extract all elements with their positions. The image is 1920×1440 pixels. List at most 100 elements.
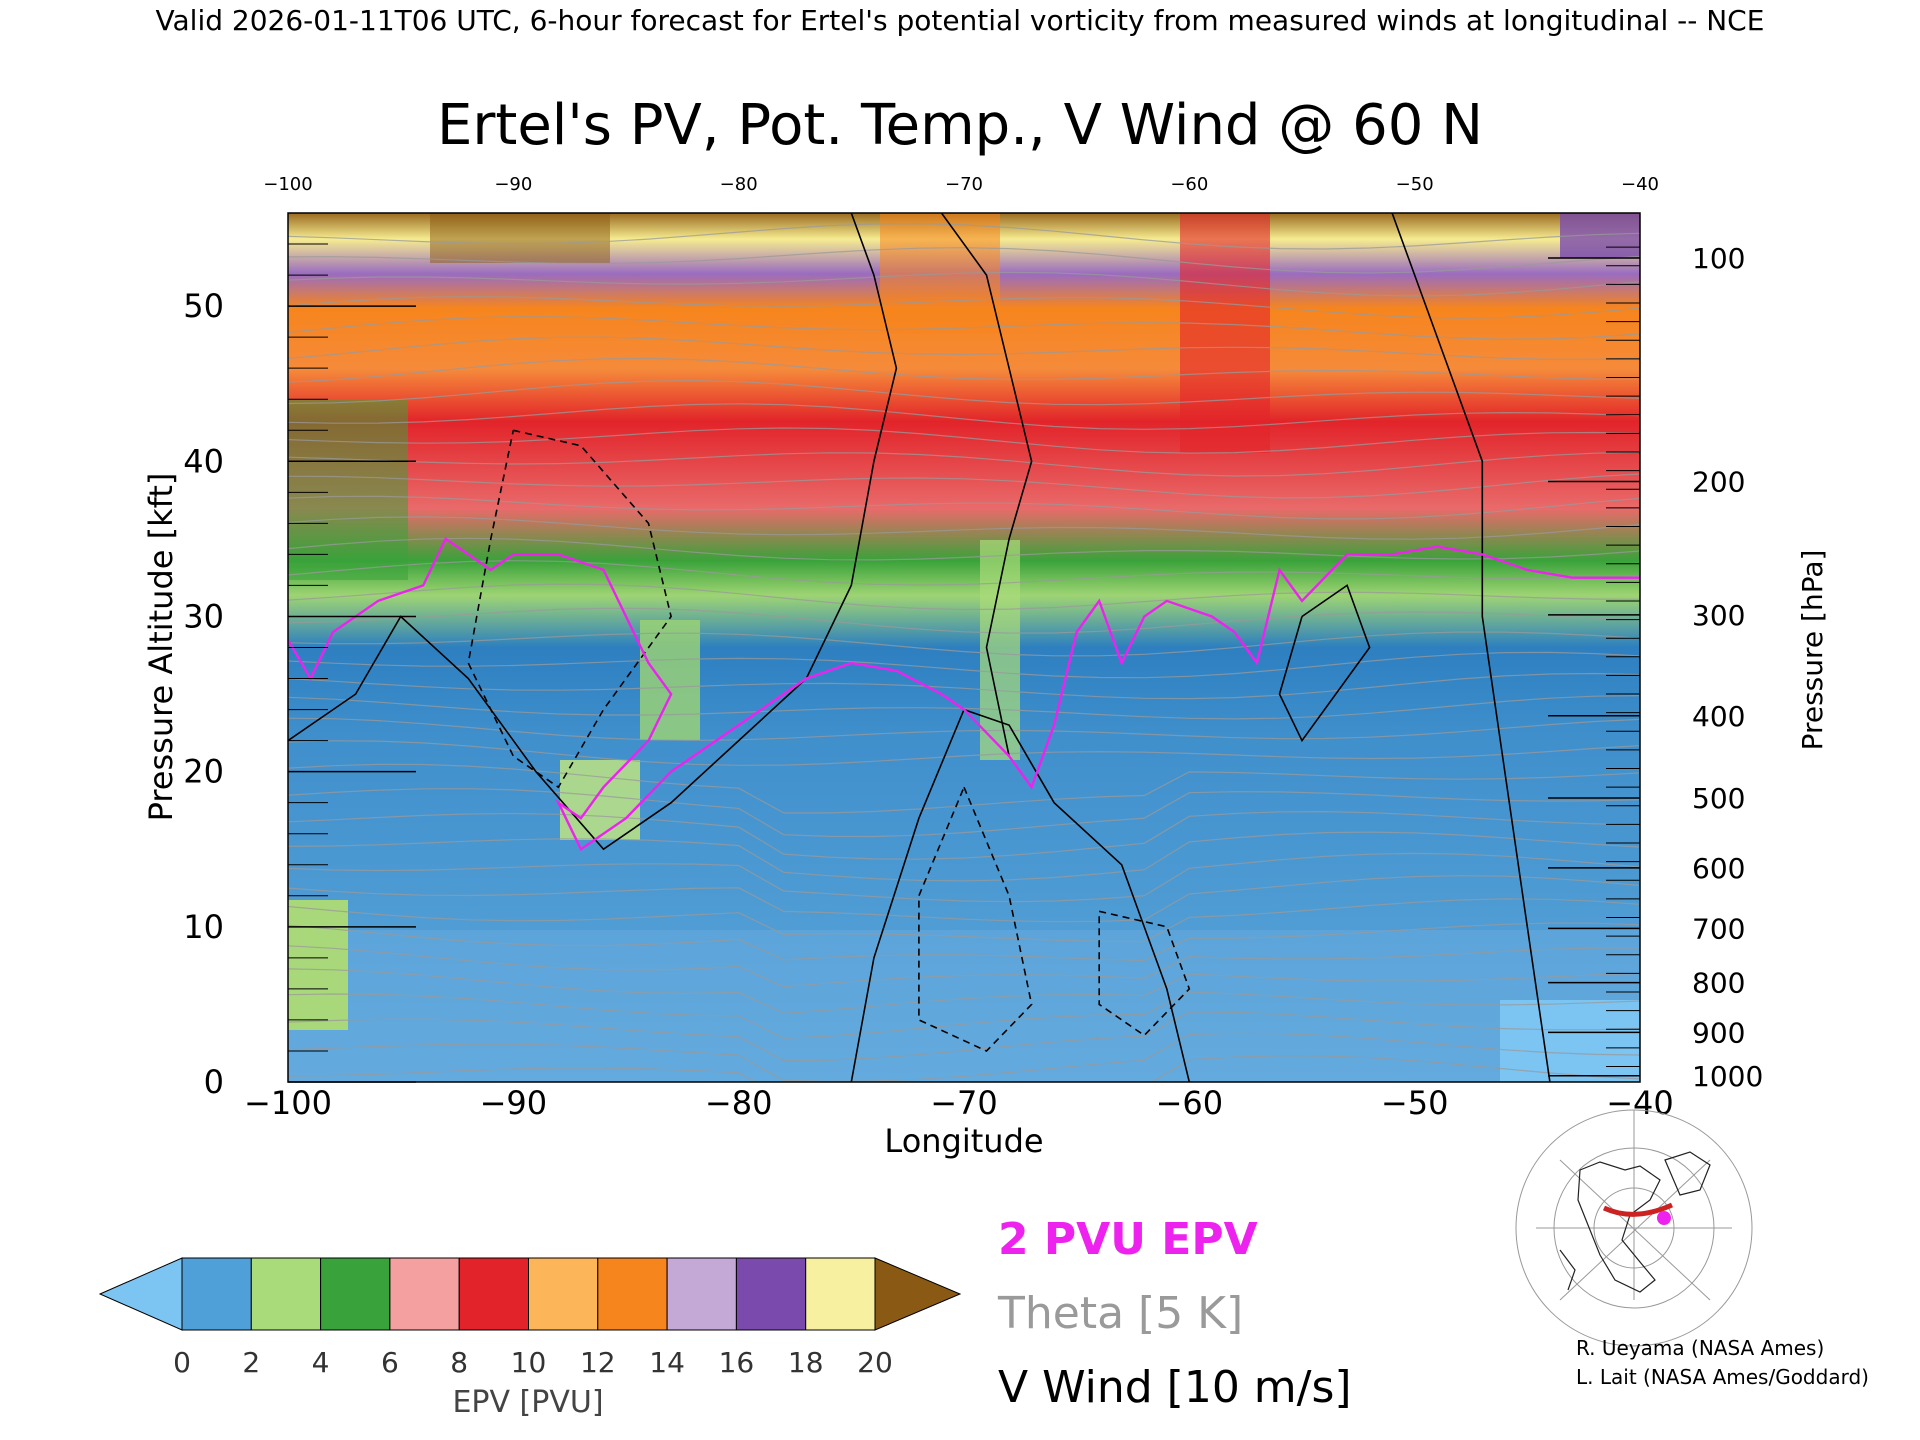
colorbar-tick-label: 20	[857, 1346, 893, 1379]
pressure-tick-label: 200	[1692, 465, 1745, 498]
colorbar-tick-label: 2	[242, 1346, 260, 1379]
colorbar-tick-label: 16	[719, 1346, 755, 1379]
vwind-contour	[1098, 910, 1191, 1037]
y-tick-label: 0	[204, 1063, 224, 1101]
x-tick-label: −40	[1606, 1084, 1674, 1122]
theta-line	[288, 1011, 1640, 1062]
colorbar-band	[735, 1257, 807, 1331]
theta-line	[288, 922, 1640, 962]
theta-line	[288, 1032, 1640, 1082]
x-top-tick-label: −80	[720, 174, 758, 195]
legend-vwind: V Wind [10 m/s]	[998, 1362, 1352, 1413]
theta-line	[288, 271, 1640, 297]
pressure-tick-label: 100	[1692, 242, 1745, 275]
map-inset	[1515, 1109, 1753, 1347]
y-tick-label: 10	[183, 908, 224, 946]
theta-line	[288, 717, 1640, 742]
theta-line	[288, 763, 1640, 814]
theta-line	[288, 788, 1640, 838]
pressure-tick-labels: 100 200 300 400 500 600 700 800 900 1000	[1692, 242, 1763, 1093]
theta-line	[288, 495, 1640, 520]
colorbar-band	[666, 1257, 737, 1331]
colorbar-band	[805, 1257, 876, 1331]
theta-line	[288, 403, 1640, 430]
colorbar-band	[528, 1257, 599, 1331]
theta-line	[288, 560, 1640, 586]
theta-line	[288, 875, 1640, 923]
colorbar-band	[250, 1257, 322, 1331]
theta-line	[288, 831, 1640, 882]
colorbar-label: EPV [PVU]	[452, 1385, 603, 1420]
theta-line	[288, 740, 1640, 766]
y-axis-label: Pressure Altitude [kft]	[142, 473, 180, 822]
pressure-ticks	[1548, 246, 1640, 1077]
pressure-tick-label: 800	[1692, 967, 1745, 1000]
theta-line	[288, 651, 1640, 679]
x-tick-label: −50	[1381, 1084, 1449, 1122]
x-tick-label: −90	[480, 1084, 548, 1122]
x-top-tick-label: −40	[1621, 174, 1659, 195]
x-tick-labels: −100 −90 −80 −70 −60 −50 −40	[244, 1084, 1674, 1122]
y-tick-label: 40	[183, 442, 224, 480]
theta-line	[288, 537, 1640, 561]
pressure-tick-label: 900	[1692, 1016, 1745, 1049]
pv2-line	[288, 537, 1640, 851]
x-tick-label: −60	[1156, 1084, 1224, 1122]
colorbar-tick-label: 0	[173, 1346, 191, 1379]
theta-line	[288, 296, 1640, 319]
theta-line	[288, 991, 1640, 1039]
theta-line	[288, 473, 1640, 499]
y-tick-label: 30	[183, 597, 224, 635]
theta-line	[288, 316, 1640, 340]
pressure-tick-label: 500	[1692, 782, 1745, 815]
theta-line	[288, 516, 1640, 540]
x-top-tick-label: −50	[1396, 174, 1434, 195]
credit-line-1: R. Ueyama (NASA Ames)	[1576, 1336, 1824, 1360]
theta-line	[288, 247, 1640, 274]
colorbar-tick-label: 6	[381, 1346, 399, 1379]
y-tick-labels: 0 10 20 30 40 50	[183, 287, 224, 1101]
x-axis-label: Longitude	[884, 1122, 1043, 1160]
theta-line	[288, 898, 1640, 943]
theta-line	[288, 427, 1640, 454]
theta-line	[288, 357, 1640, 383]
theta-line	[288, 379, 1640, 406]
colorbar-tick-label: 4	[312, 1346, 330, 1379]
theta-line	[288, 945, 1640, 988]
theta-contours	[288, 223, 1640, 1082]
x-top-tick-label: −60	[1170, 174, 1208, 195]
pressure-tick-label: 1000	[1692, 1060, 1763, 1093]
pressure-tick-label: 300	[1692, 599, 1745, 632]
vwind-contour	[467, 429, 672, 789]
colorbar-band	[181, 1257, 252, 1331]
x-tick-label: −100	[244, 1084, 332, 1122]
theta-line	[288, 336, 1640, 360]
theta-line	[288, 852, 1640, 903]
colorbar-band	[389, 1257, 460, 1331]
pressure-tick-label: 600	[1692, 852, 1745, 885]
colorbar-tick-label: 12	[580, 1346, 616, 1379]
theta-line	[288, 631, 1640, 657]
colorbar: 0 2 4 6 8 10 12 14 16 18 20 EPV [PVU]	[98, 1257, 962, 1420]
credit-line-2: L. Lait (NASA Ames/Goddard)	[1576, 1365, 1869, 1389]
x-tick-label: −70	[930, 1084, 998, 1122]
colorbar-over-arrow	[874, 1257, 962, 1331]
theta-line	[288, 810, 1640, 860]
y2-axis-label: Pressure [hPa]	[1796, 550, 1829, 751]
chart-title: Ertel's PV, Pot. Temp., V Wind @ 60 N	[437, 93, 1483, 158]
pressure-tick-label: 400	[1692, 700, 1745, 733]
x-tick-label: −80	[705, 1084, 773, 1122]
header-text: Valid 2026-01-11T06 UTC, 6-hour forecast…	[156, 4, 1765, 37]
theta-line	[288, 451, 1640, 477]
colorbar-tick-label: 18	[788, 1346, 824, 1379]
vwind-contour	[850, 708, 1191, 1082]
theta-line	[288, 672, 1640, 700]
vwind-contour	[940, 213, 1033, 757]
location-marker	[1657, 1211, 1671, 1225]
vwind-contour	[918, 786, 1033, 1052]
colorbar-under-arrow	[98, 1257, 183, 1331]
vwind-contour	[1278, 584, 1371, 743]
theta-line	[288, 1055, 1640, 1082]
y-tick-label: 20	[183, 753, 224, 791]
